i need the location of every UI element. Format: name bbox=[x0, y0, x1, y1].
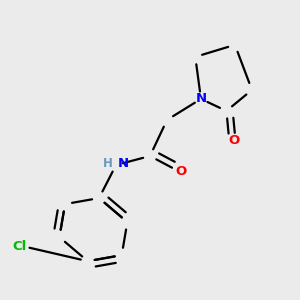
Text: N: N bbox=[117, 157, 129, 170]
Text: H: H bbox=[103, 157, 113, 170]
Text: O: O bbox=[176, 164, 187, 178]
Text: N: N bbox=[195, 92, 206, 105]
Text: O: O bbox=[228, 134, 239, 148]
Text: Cl: Cl bbox=[13, 240, 27, 253]
